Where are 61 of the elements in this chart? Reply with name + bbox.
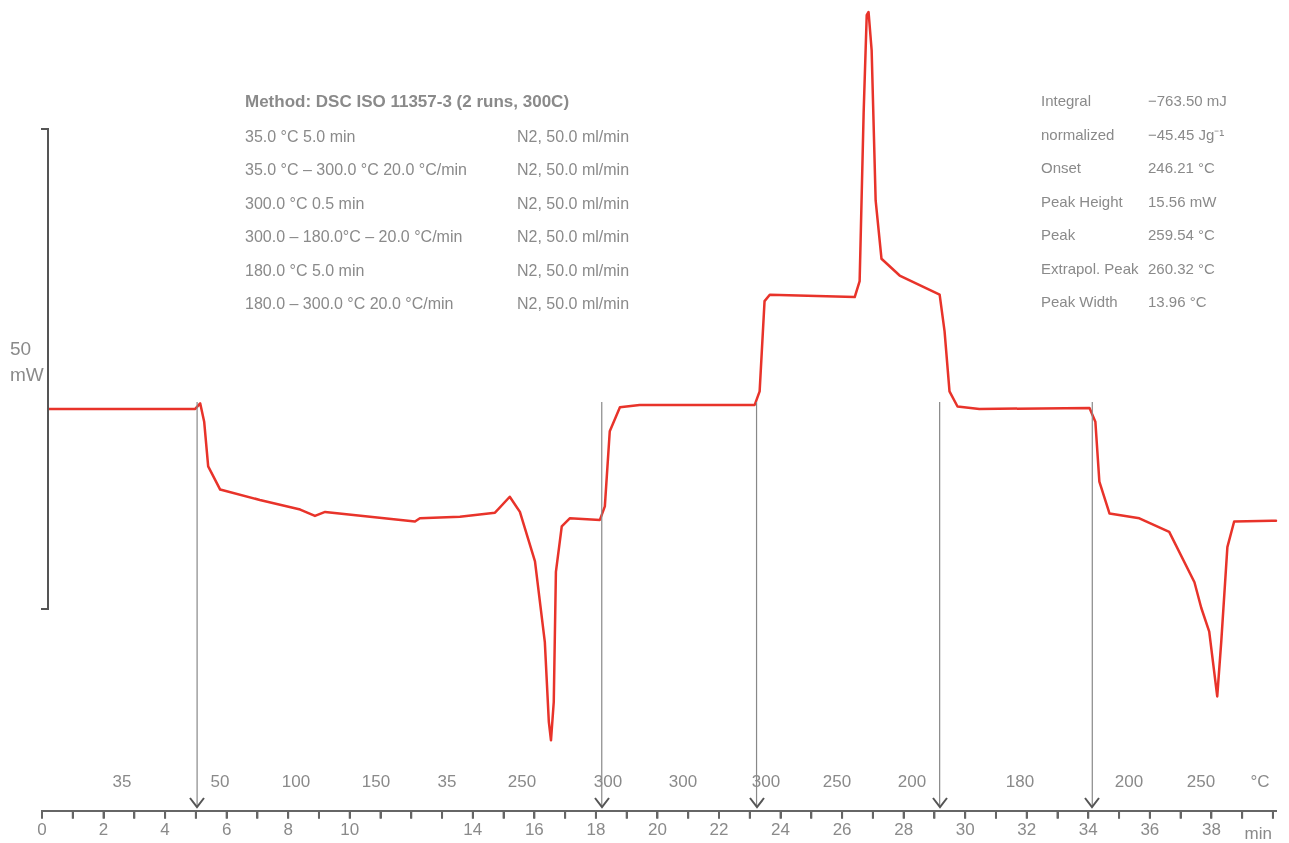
x-tick-label: 34	[1078, 820, 1098, 840]
annotation: 300.0 °C 0.5 min	[245, 193, 365, 214]
annotation: 300	[668, 772, 698, 792]
annotation: 100	[281, 772, 311, 792]
x-tick-label: 22	[709, 820, 729, 840]
x-tick-label: 28	[894, 820, 914, 840]
annotation: 150	[361, 772, 391, 792]
annotation: N2, 50.0 ml/min	[517, 127, 630, 147]
annotation: 250	[1186, 772, 1216, 792]
annotation: −763.50 mJ	[1148, 91, 1227, 111]
annotation: normalized	[1041, 124, 1115, 145]
annotation: N2, 50.0 ml/min	[517, 193, 630, 214]
annotation: 260.32 °C	[1148, 258, 1215, 279]
annotation: 246.21 °C	[1148, 158, 1215, 178]
annotation: 35.0 °C – 300.0 °C 20.0 °C/min	[245, 160, 467, 181]
x-tick-label: 0	[37, 820, 47, 840]
annotation: N2, 50.0 ml/min	[517, 227, 630, 248]
annotation: 200	[1114, 772, 1144, 792]
x-tick-label: 32	[1017, 820, 1037, 840]
annotation: −45.45 Jg⁻¹	[1148, 124, 1225, 145]
x-tick-label: 4	[160, 820, 170, 840]
x-axis-title: min	[1244, 824, 1272, 843]
annotation: N2, 50.0 ml/min	[517, 260, 630, 281]
annotation: 35.0 °C 5.0 min	[245, 127, 356, 147]
annotation: 200	[897, 772, 927, 792]
annotation: 250	[822, 772, 852, 792]
annotation: Integral	[1041, 91, 1092, 111]
annotation: Method: DSC ISO 11357-3 (2 runs, 300C)	[245, 92, 570, 112]
x-tick-label: 14	[463, 820, 483, 840]
annotation: Onset	[1041, 158, 1082, 178]
annotation: 180.0 – 300.0 °C 20.0 °C/min	[245, 294, 454, 314]
annotation: 50	[210, 772, 230, 792]
annotation: 50 mW	[10, 337, 44, 387]
annotation: 259.54 °C	[1148, 225, 1215, 245]
annotation: 35	[112, 772, 132, 792]
annotation: 300.0 – 180.0°C – 20.0 °C/min	[245, 227, 463, 248]
x-tick-label: 24	[771, 820, 791, 840]
x-tick-label: 2	[98, 820, 109, 840]
annotation: Peak	[1041, 225, 1076, 245]
x-tick-label: 36	[1140, 820, 1160, 840]
x-tick-label: 18	[586, 820, 606, 840]
x-tick-label: 8	[283, 820, 293, 840]
x-tick-label: 26	[832, 820, 852, 840]
annotation: N2, 50.0 ml/min	[517, 160, 630, 181]
x-tick-label: 30	[955, 820, 975, 840]
x-tick-label: 20	[648, 820, 667, 840]
annotation: Peak Height	[1041, 191, 1123, 212]
annotation: 250	[507, 772, 537, 792]
x-tick-label: 16	[524, 820, 544, 840]
annotation: 180.0 °C 5.0 min	[245, 260, 365, 281]
x-tick-label: 10	[340, 820, 360, 840]
annotation: 15.56 mW	[1148, 191, 1217, 212]
x-tick-label: 38	[1201, 820, 1221, 840]
annotation: Peak Width	[1041, 292, 1118, 312]
annotation: °C	[1250, 772, 1270, 792]
annotation: N2, 50.0 ml/min	[517, 294, 630, 314]
annotation: 180	[1005, 772, 1035, 792]
x-tick-label: 6	[221, 820, 232, 840]
annotation: 13.96 °C	[1148, 292, 1207, 312]
annotation: 35	[437, 772, 457, 792]
annotation: Extrapol. Peak	[1041, 258, 1139, 279]
